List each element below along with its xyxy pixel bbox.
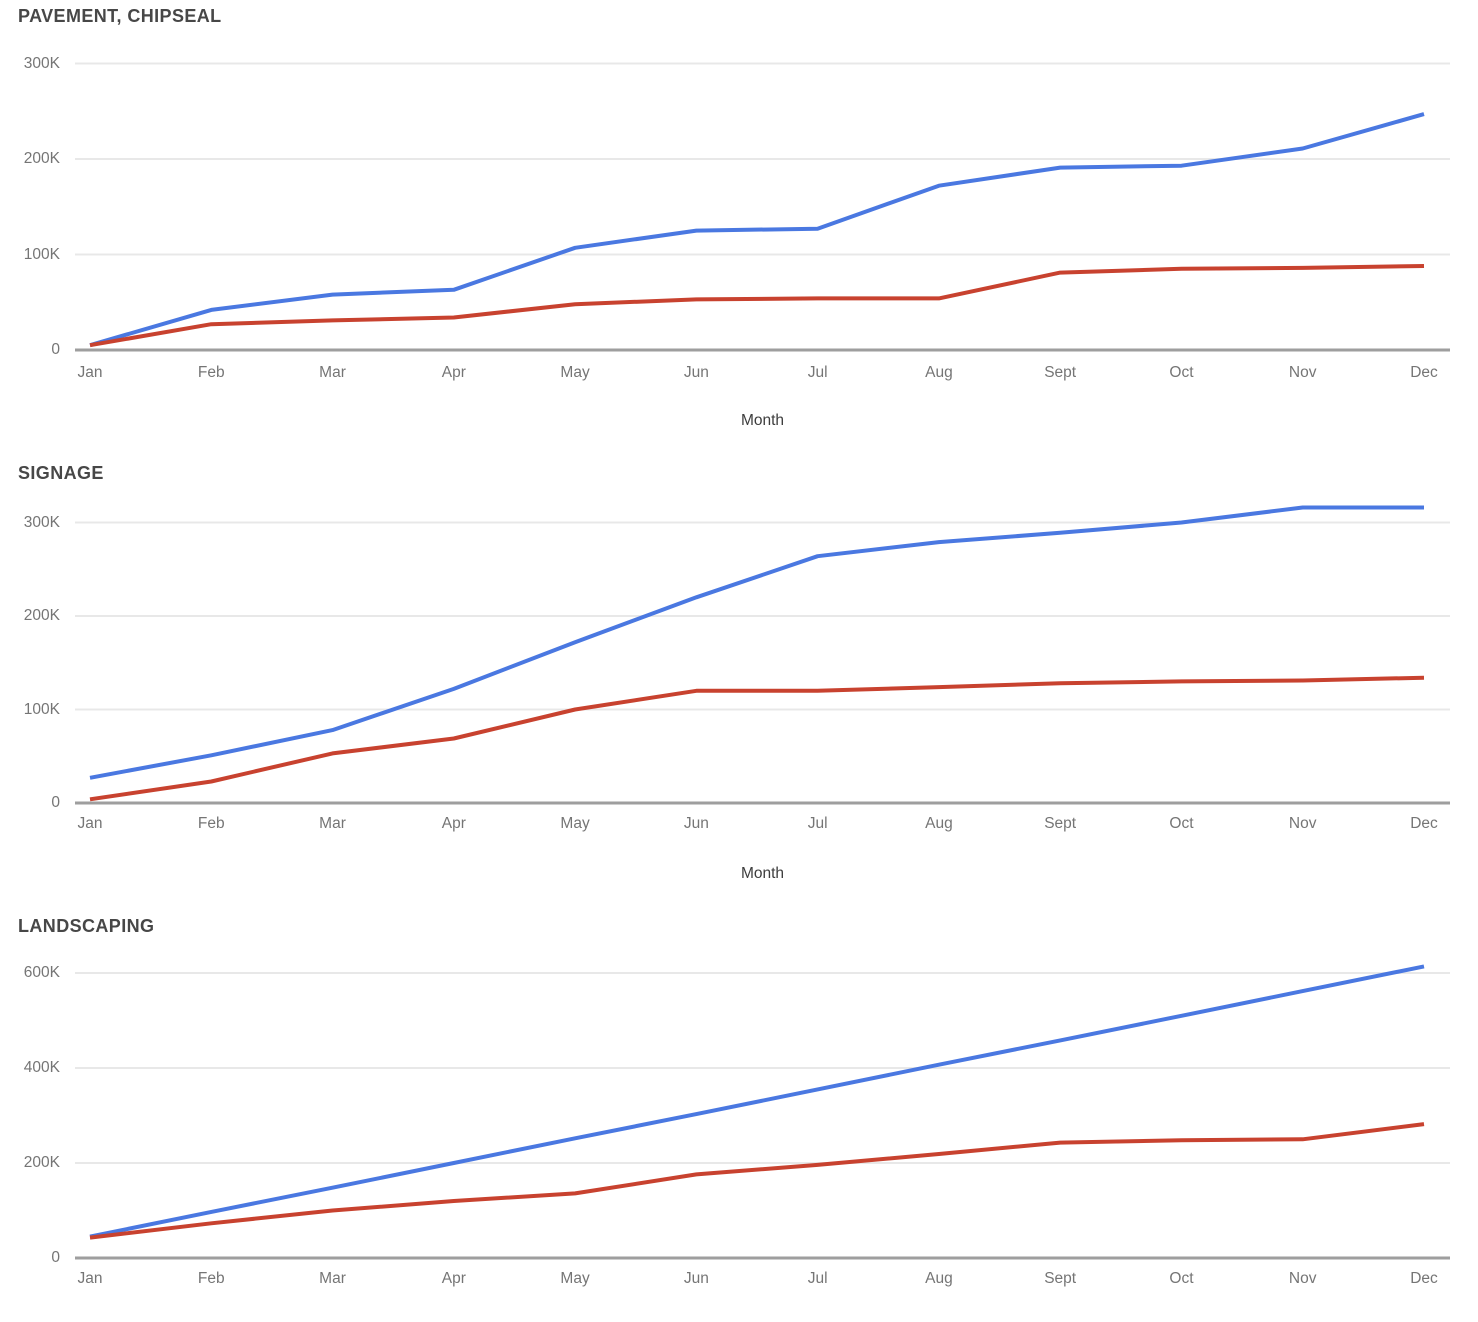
series-line-red[interactable]: [89, 1122, 1425, 1240]
x-tick-label: Mar: [319, 364, 346, 381]
x-tick-label: Aug: [925, 1270, 953, 1287]
y-tick-label: 100K: [23, 700, 60, 718]
x-tick-label: Dec: [1410, 364, 1438, 381]
x-tick-label: Aug: [925, 364, 953, 381]
chart-title: LANDSCAPING: [18, 916, 155, 936]
series-line-red[interactable]: [89, 675, 1425, 802]
x-tick-label: Sept: [1044, 364, 1077, 381]
x-tick-label: Apr: [441, 815, 466, 832]
x-axis: Jan Feb Mar Apr May Jun Jul Aug Sept Oct Nov Dec: [75, 1268, 1450, 1292]
x-tick-label: Dec: [1410, 815, 1438, 832]
x-tick-label: May: [560, 364, 590, 381]
y-tick-label: 300K: [23, 54, 60, 72]
line-chart-pavement-chipseal: PAVEMENT, CHIPSEAL 0 100K 200K 300K Jan Feb M…: [0, 0, 1478, 445]
series-line-blue[interactable]: [89, 505, 1424, 780]
x-tick-label: Sept: [1044, 815, 1077, 832]
y-tick-label: 0: [51, 794, 60, 811]
series-line-red[interactable]: [89, 264, 1425, 348]
y-tick-label: 200K: [23, 1154, 60, 1171]
x-tick-label: Nov: [1288, 364, 1317, 381]
y-axis: 0 100K 200K 300K: [0, 0, 62, 445]
x-tick-label: Sept: [1044, 1270, 1077, 1287]
x-axis-title: Month: [740, 412, 785, 429]
x-tick-label: Jul: [807, 815, 828, 832]
y-tick-label: 0: [51, 1249, 60, 1266]
x-axis: Jan Feb Mar Apr May Jun Jul Aug Sept Oct Nov Dec: [75, 813, 1450, 837]
y-tick-label: 100K: [23, 245, 60, 263]
x-tick-label: Oct: [1169, 815, 1194, 832]
x-tick-label: Jul: [807, 1270, 828, 1287]
x-axis-title: Month: [740, 865, 785, 882]
y-axis: 0 200K 400K 600K: [0, 900, 62, 1322]
x-tick-label: Nov: [1288, 1270, 1317, 1287]
plot-area: [75, 964, 1450, 1260]
y-tick-label: 400K: [23, 1059, 60, 1076]
x-tick-label: Feb: [197, 1270, 225, 1287]
x-tick-label: May: [560, 1270, 590, 1287]
x-tick-label: Jan: [77, 364, 103, 381]
line-chart-signage: SIGNAGE 0 100K 200K 300K Jan Feb Mar Apr May Jun…: [0, 445, 1478, 900]
y-tick-label: 200K: [23, 607, 60, 624]
x-tick-label: Feb: [197, 815, 225, 832]
x-tick-label: Feb: [197, 364, 225, 381]
x-tick-label: Oct: [1169, 1270, 1194, 1287]
y-tick-label: 0: [51, 341, 60, 358]
series-line-blue[interactable]: [89, 964, 1425, 1239]
x-tick-label: Jul: [807, 364, 828, 381]
x-tick-label: Mar: [319, 815, 346, 832]
plot-area: [75, 505, 1450, 805]
x-tick-label: Apr: [441, 364, 466, 381]
x-tick-label: Nov: [1288, 815, 1317, 832]
chart-title: PAVEMENT, CHIPSEAL: [18, 6, 222, 26]
y-tick-label: 200K: [23, 150, 60, 167]
y-axis: 0 100K 200K 300K: [0, 445, 62, 900]
plot-area: [75, 62, 1450, 352]
x-axis: Jan Feb Mar Apr May Jun Jul Aug Sept Oct Nov Dec: [75, 362, 1450, 386]
x-tick-label: May: [560, 815, 590, 832]
x-tick-label: Jun: [683, 1270, 709, 1287]
x-tick-label: Aug: [925, 815, 953, 832]
x-tick-label: Mar: [319, 1270, 346, 1287]
x-tick-label: Jan: [77, 815, 103, 832]
x-tick-label: Dec: [1410, 1270, 1438, 1287]
series-line-blue[interactable]: [89, 112, 1425, 348]
line-chart-landscaping: LANDSCAPING 0 200K 400K 600K Jan Feb Mar Apr Ma…: [0, 900, 1478, 1322]
x-tick-label: Jun: [683, 815, 709, 832]
x-tick-label: Oct: [1169, 364, 1194, 381]
y-tick-label: 600K: [23, 964, 60, 981]
y-tick-label: 300K: [23, 513, 60, 531]
x-tick-label: Jan: [77, 1270, 103, 1287]
x-tick-label: Jun: [683, 364, 709, 381]
x-tick-label: Apr: [441, 1270, 466, 1287]
chart-title: SIGNAGE: [18, 463, 104, 483]
